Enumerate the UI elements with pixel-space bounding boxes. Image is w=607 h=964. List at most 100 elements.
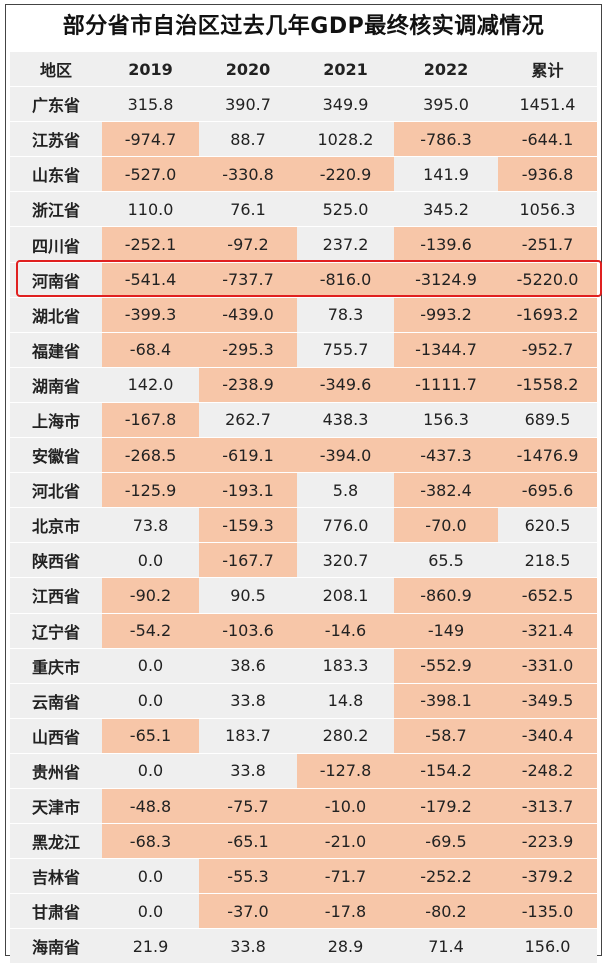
data-table: 地区 2019 2020 2021 2022 累计 广东省 315.8 390.7 349.9 39… (10, 52, 597, 964)
value-cell: -75.7 (199, 788, 297, 824)
value-cell: 33.8 (199, 683, 297, 718)
value-cell: -37.0 (199, 894, 297, 929)
table-row: 山西省 -65.1 183.7 280.2 -58.7 -340.4 (10, 718, 597, 754)
value-cell: 345.2 (394, 192, 498, 227)
value-cell: -268.5 (102, 438, 199, 473)
value-cell: -154.2 (394, 753, 498, 788)
value-cell: -159.3 (199, 508, 297, 543)
table-row: 云南省 0.0 33.8 14.8 -398.1 -349.5 (10, 683, 597, 719)
region-name: 北京市 (10, 508, 102, 543)
value-cell: -65.1 (199, 824, 297, 859)
value-cell: -340.4 (498, 718, 597, 753)
region-name: 江苏省 (10, 122, 102, 157)
region-name: 湖南省 (10, 367, 102, 402)
value-cell: -313.7 (498, 788, 597, 824)
value-cell: 33.8 (199, 753, 297, 788)
region-name: 甘肃省 (10, 894, 102, 929)
value-cell: 208.1 (297, 578, 394, 613)
value-cell: -252.2 (394, 859, 498, 894)
region-name: 山东省 (10, 157, 102, 192)
region-name: 云南省 (10, 683, 102, 718)
value-cell: 71.4 (394, 929, 498, 964)
value-cell: -252.1 (102, 227, 199, 262)
value-cell: 315.8 (102, 87, 199, 122)
value-cell: -193.1 (199, 473, 297, 508)
value-cell: -238.9 (199, 367, 297, 402)
value-cell: 395.0 (394, 87, 498, 122)
value-cell: 141.9 (394, 157, 498, 192)
table-row: 湖北省 -399.3 -439.0 78.3 -993.2 -1693.2 (10, 297, 597, 333)
table-row: 黑龙江 -68.3 -65.1 -21.0 -69.5 -223.9 (10, 824, 597, 860)
value-cell: 218.5 (498, 543, 597, 578)
value-cell: -382.4 (394, 473, 498, 508)
value-cell: 280.2 (297, 718, 394, 753)
value-cell: -786.3 (394, 122, 498, 157)
value-cell: -993.2 (394, 297, 498, 332)
column-header: 2019 (102, 52, 199, 87)
table-row: 上海市 -167.8 262.7 438.3 156.3 689.5 (10, 402, 597, 439)
value-cell: -5220.0 (498, 262, 597, 297)
region-name: 福建省 (10, 332, 102, 367)
value-cell: -349.5 (498, 683, 597, 718)
value-cell: 65.5 (394, 543, 498, 578)
value-cell: -135.0 (498, 894, 597, 929)
value-cell: 349.9 (297, 87, 394, 122)
value-cell: -55.3 (199, 859, 297, 894)
value-cell: -68.3 (102, 824, 199, 859)
value-cell: -21.0 (297, 824, 394, 859)
value-cell: -652.5 (498, 578, 597, 613)
table-row: 甘肃省 0.0 -37.0 -17.8 -80.2 -135.0 (10, 894, 597, 930)
value-cell: -695.6 (498, 473, 597, 508)
value-cell: -936.8 (498, 157, 597, 192)
value-cell: -1558.2 (498, 367, 597, 402)
value-cell: 0.0 (102, 543, 199, 578)
value-cell: -70.0 (394, 508, 498, 543)
region-name: 上海市 (10, 402, 102, 438)
table-row: 四川省 -252.1 -97.2 237.2 -139.6 -251.7 (10, 227, 597, 263)
value-cell: 142.0 (102, 367, 199, 402)
value-cell: 38.6 (199, 648, 297, 683)
region-name: 河南省 (10, 262, 102, 297)
table-row: 陕西省 0.0 -167.7 320.7 65.5 218.5 (10, 543, 597, 579)
region-name: 陕西省 (10, 543, 102, 578)
region-name: 山西省 (10, 718, 102, 753)
value-cell: -552.9 (394, 648, 498, 683)
column-header: 2021 (297, 52, 394, 87)
value-cell: -439.0 (199, 297, 297, 332)
value-cell: -149 (394, 613, 498, 648)
value-cell: -860.9 (394, 578, 498, 613)
column-header: 2020 (199, 52, 297, 87)
region-name: 河北省 (10, 473, 102, 508)
region-name: 辽宁省 (10, 613, 102, 648)
value-cell: 237.2 (297, 227, 394, 262)
value-cell: -65.1 (102, 718, 199, 753)
value-cell: 262.7 (199, 402, 297, 438)
column-header: 地区 (10, 52, 102, 87)
value-cell: -1344.7 (394, 332, 498, 367)
value-cell: 21.9 (102, 929, 199, 964)
region-name: 四川省 (10, 227, 102, 262)
value-cell: -527.0 (102, 157, 199, 192)
value-cell: -125.9 (102, 473, 199, 508)
table-row: 山东省 -527.0 -330.8 -220.9 141.9 -936.8 (10, 157, 597, 193)
value-cell: -14.6 (297, 613, 394, 648)
value-cell: 755.7 (297, 332, 394, 367)
value-cell: -952.7 (498, 332, 597, 367)
value-cell: -321.4 (498, 613, 597, 648)
region-name: 海南省 (10, 929, 102, 964)
table-row: 安徽省 -268.5 -619.1 -394.0 -437.3 -1476.9 (10, 438, 597, 474)
region-name: 天津市 (10, 788, 102, 824)
table-row: 辽宁省 -54.2 -103.6 -14.6 -149 -321.4 (10, 613, 597, 649)
value-cell: 0.0 (102, 753, 199, 788)
value-cell: -10.0 (297, 788, 394, 824)
value-cell: 73.8 (102, 508, 199, 543)
value-cell: -97.2 (199, 227, 297, 262)
value-cell: 33.8 (199, 929, 297, 964)
value-cell: 156.3 (394, 402, 498, 438)
value-cell: 14.8 (297, 683, 394, 718)
value-cell: 776.0 (297, 508, 394, 543)
value-cell: 5.8 (297, 473, 394, 508)
value-cell: 90.5 (199, 578, 297, 613)
value-cell: -68.4 (102, 332, 199, 367)
value-cell: 320.7 (297, 543, 394, 578)
